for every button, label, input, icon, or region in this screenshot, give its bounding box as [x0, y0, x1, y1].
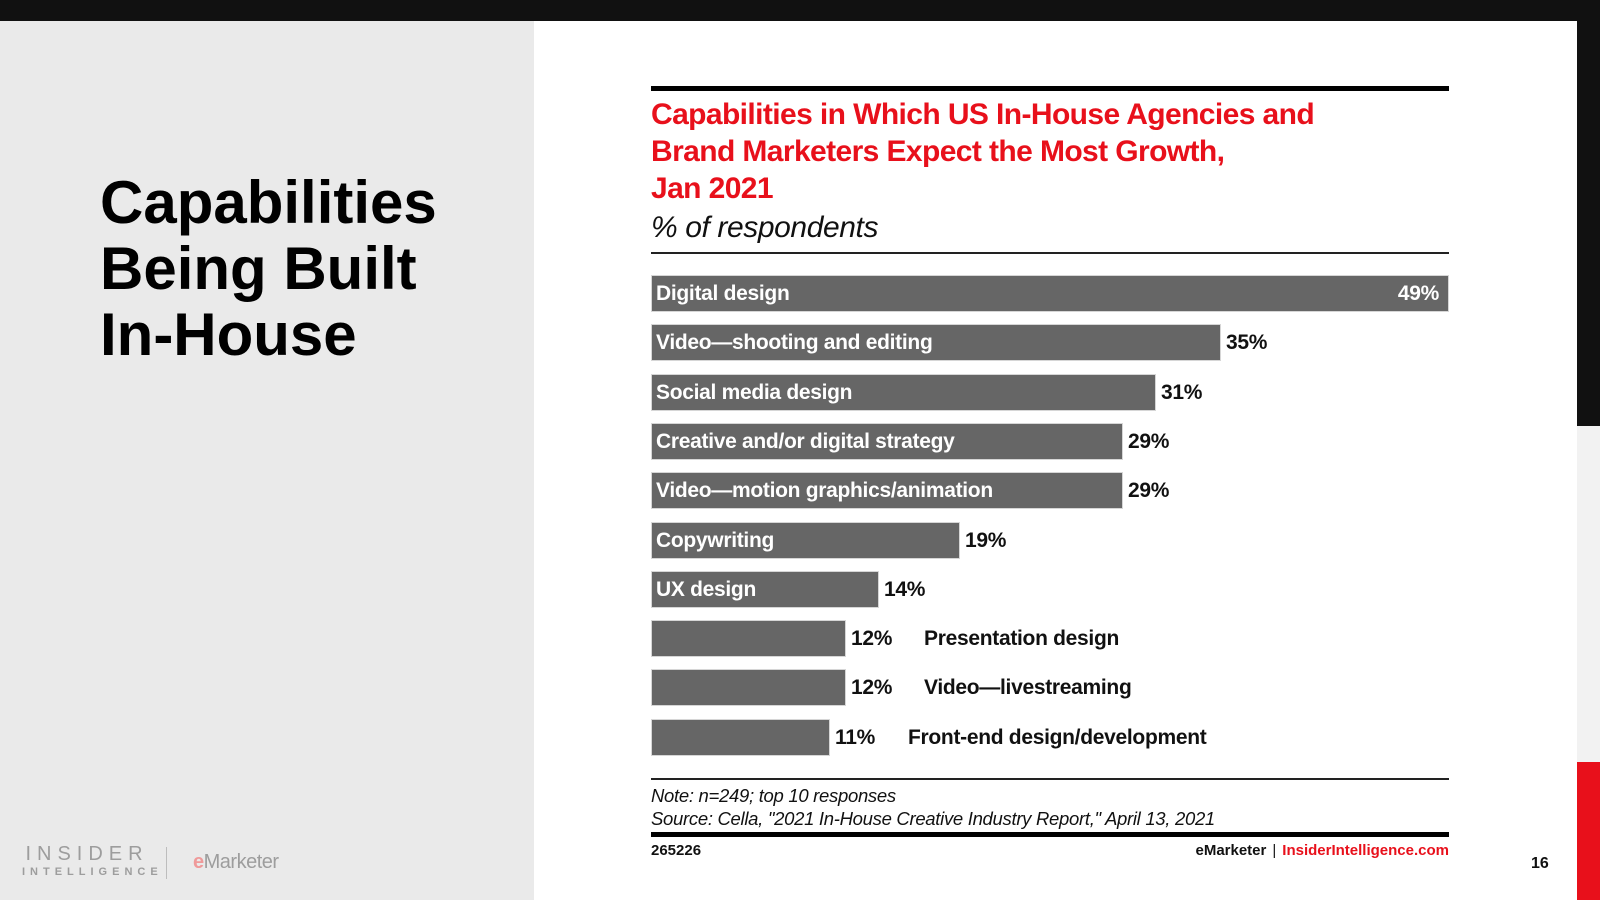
right-accent-red [1577, 762, 1600, 900]
bar-value-label: 19% [965, 528, 1007, 552]
right-accent-dark [1577, 21, 1600, 426]
bar-chart-area: 49% Digital design 35% Video—shooting and e… [651, 275, 1451, 756]
bar-value-label: 14% [884, 577, 926, 601]
bar-category-label: Digital design [656, 282, 790, 305]
logo-divider [166, 847, 167, 879]
page-number: 16 [1531, 855, 1549, 872]
bar-row: 29% Video—motion graphics/animation [651, 472, 1449, 510]
bar-category-label: Copywriting [656, 528, 775, 552]
chart-title: Capabilities in Which US In-House Agenci… [651, 96, 1449, 207]
slide-title-line: Being Built [100, 235, 417, 302]
bar-category-label: Video—livestreaming [924, 676, 1132, 700]
left-panel [0, 21, 534, 900]
bar-category-label: Creative and/or digital strategy [656, 429, 955, 453]
credit-brand: eMarketer [1195, 842, 1267, 859]
bar-row: 35% Video—shooting and editing [651, 324, 1449, 362]
bar [651, 570, 879, 608]
bar [651, 275, 1449, 312]
chart-note: Note: n=249; top 10 responses [651, 785, 896, 806]
credit-site-link[interactable]: InsiderIntelligence.com [1282, 842, 1449, 859]
logo-intelligence-text: INTELLIGENCE [22, 866, 163, 878]
chart-credit: eMarketer | InsiderIntelligence.com [1195, 842, 1449, 859]
right-accent-light [1577, 426, 1600, 762]
emarketer-wordmark: Marketer [203, 851, 279, 873]
slide-title: Capabilities Being Built In-House [100, 170, 520, 368]
bar-value-label: 31% [1161, 380, 1203, 404]
bar-value-label: 11% [835, 725, 875, 749]
bar-value-label: 29% [1128, 479, 1170, 503]
chart-id: 265226 [651, 842, 702, 859]
bar-category-label: Front-end design/development [908, 725, 1207, 749]
top-bar [0, 0, 1600, 21]
bar-row: 14% UX design [651, 570, 1449, 608]
chart-bottom-rule [651, 832, 1449, 837]
chart-source: Source: Cella, "2021 In-House Creative I… [651, 808, 1215, 829]
bar [651, 472, 1123, 510]
bar-value-label: 49% [1397, 282, 1439, 305]
emarketer-e-mark: e [193, 851, 204, 873]
bar [651, 324, 1221, 362]
bar [651, 422, 1123, 460]
chart-title-line: Brand Marketers Expect the Most Growth, [651, 135, 1225, 168]
bar-row: 49% Digital design [651, 275, 1449, 312]
credit-separator: | [1272, 842, 1277, 859]
bar-row: 31% Social media design [651, 373, 1449, 411]
bar-value-label: 35% [1226, 331, 1268, 355]
emarketer-logo: eMarketer [193, 851, 279, 874]
bar-row: 11% Front-end design/development [651, 718, 1449, 756]
bar-row: 12% Presentation design [651, 620, 1449, 658]
bar-category-label: Video—motion graphics/animation [656, 479, 993, 503]
chart-subtitle: % of respondents [651, 211, 879, 244]
bar [651, 620, 846, 658]
bar-value-label: 12% [851, 627, 893, 651]
bar-category-label: Video—shooting and editing [656, 331, 933, 355]
chart-top-rule [651, 86, 1449, 91]
bar-value-label: 29% [1128, 429, 1170, 453]
bar-category-label: Presentation design [924, 627, 1120, 651]
insider-intelligence-logo: INSIDER INTELLIGENCE [22, 843, 163, 879]
logo-insider-text: INSIDER [25, 843, 149, 865]
chart-subtitle-rule [651, 252, 1449, 254]
bar-row: 19% Copywriting [651, 521, 1449, 559]
slide-title-line: Capabilities [100, 169, 437, 236]
slide-title-line: In-House [100, 301, 357, 368]
note-rule [651, 778, 1449, 780]
bar-category-label: UX design [656, 577, 756, 601]
bar-row: 12% Video—livestreaming [651, 669, 1449, 707]
chart-title-line: Jan 2021 [651, 172, 774, 205]
bar [651, 669, 846, 707]
bar [651, 373, 1156, 411]
chart-notes: Note: n=249; top 10 responses Source: Ce… [651, 784, 1215, 830]
bar-category-label: Social media design [656, 380, 853, 404]
bar-row: 29% Creative and/or digital strategy [651, 422, 1449, 460]
bar-value-label: 12% [851, 676, 893, 700]
bar [651, 521, 960, 559]
chart-title-line: Capabilities in Which US In-House Agenci… [651, 98, 1315, 131]
bar [651, 718, 830, 756]
